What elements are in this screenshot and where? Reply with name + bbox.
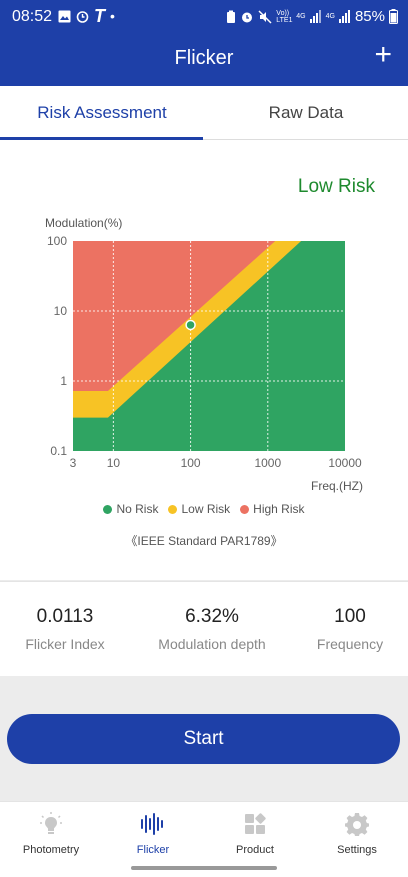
x-tick-label: 10000 [328, 456, 362, 470]
bottom-nav: Photometry Flicker Product [0, 801, 408, 877]
carrier-t-icon: T [94, 6, 105, 26]
y-tick-label: 1 [60, 374, 67, 388]
signal-icon-1 [309, 10, 321, 23]
nav-label-photometry: Photometry [22, 844, 80, 856]
status-time: 08:52 [12, 8, 53, 25]
nav-label-settings: Settings [337, 844, 377, 856]
legend-item-low-risk: Low Risk [168, 502, 230, 516]
nav-item-photometry[interactable]: Photometry [0, 810, 102, 856]
status-right-icons: Vo)) LTE1 4G 4G 85% [226, 8, 398, 25]
nav-label-flicker: Flicker [136, 844, 170, 856]
page-title: Flicker [174, 47, 234, 69]
frequency-label: Frequency [316, 636, 384, 652]
flicker-index-label: Flicker Index [25, 636, 105, 652]
flicker-risk-chart: Modulation(%) Freq.(HZ) 3 10 100 1000 10000 1… [45, 216, 363, 493]
nav-item-settings[interactable]: Settings [306, 810, 408, 856]
legend-item-no-risk: No Risk [103, 502, 158, 516]
y-axis-label: Modulation(%) [45, 216, 122, 230]
modulation-depth-label: Modulation depth [158, 636, 266, 652]
standard-reference: 《IEEE Standard PAR1789》 [125, 534, 283, 548]
tab-raw-data[interactable]: Raw Data [268, 103, 344, 122]
home-indicator [131, 866, 277, 870]
active-tab-indicator [0, 137, 203, 140]
battery-percent: 85% [354, 8, 385, 25]
tab-bar: Risk Assessment Raw Data [0, 86, 408, 140]
x-tick-label: 100 [181, 456, 201, 470]
status-bar: 08:52 T • Vo)) LTE1 4G 4G 85% [0, 0, 408, 34]
x-axis-label: Freq.(HZ) [311, 479, 363, 493]
dot-icon: • [110, 8, 115, 24]
bulb-icon [40, 812, 62, 834]
flicker-index-value: 0.0113 [36, 606, 94, 627]
gallery-icon [58, 10, 71, 22]
waveform-icon [141, 813, 163, 835]
tab-risk-assessment[interactable]: Risk Assessment [37, 103, 167, 122]
risk-level-label: Low Risk [297, 176, 375, 197]
legend-label-no-risk: No Risk [116, 502, 159, 516]
alarm-clock-icon [76, 10, 89, 23]
stat-modulation-depth: 6.32% Modulation depth [142, 606, 282, 652]
signal-icon-2 [338, 10, 350, 23]
legend-dot-low-risk [168, 504, 178, 514]
add-button[interactable]: + [374, 38, 392, 71]
x-tick-label: 3 [70, 456, 77, 470]
battery-icon [389, 9, 398, 24]
mute-icon [258, 9, 272, 24]
battery-saver-icon [227, 10, 236, 23]
region-no-risk [73, 241, 345, 451]
nav-item-flicker[interactable]: Flicker [102, 810, 204, 856]
nav-item-product[interactable]: Product [204, 810, 306, 856]
grid-icon [245, 813, 266, 834]
start-button[interactable]: Start [7, 714, 400, 764]
stat-flicker-index: 0.0113 Flicker Index [0, 606, 130, 652]
status-left-icons: T • [58, 6, 115, 26]
network-type-1: 4G [296, 13, 306, 20]
y-tick-label: 0.1 [50, 444, 67, 458]
alarm-icon [242, 12, 253, 22]
volte-indicator: Vo)) LTE1 [276, 9, 293, 24]
legend-dot-no-risk [103, 504, 113, 514]
measurement-point [185, 319, 196, 331]
gear-icon [345, 813, 369, 836]
measurement-stats: 0.0113 Flicker Index 6.32% Modulation de… [0, 581, 408, 676]
modulation-depth-value: 6.32% [185, 606, 239, 627]
legend-label-low-risk: Low Risk [181, 502, 231, 516]
app-bar: Flicker + [0, 34, 408, 86]
stat-frequency: 100 Frequency [300, 606, 400, 652]
y-tick-label: 10 [54, 304, 68, 318]
x-tick-label: 1000 [254, 456, 281, 470]
frequency-value: 100 [334, 606, 366, 627]
y-tick-label: 100 [47, 234, 67, 248]
x-tick-label: 10 [107, 456, 121, 470]
chart-legend: No Risk Low Risk High Risk [0, 502, 408, 516]
risk-card: Low Risk Modulation(%) Freq.(HZ) 3 10 100 1… [0, 140, 408, 580]
legend-item-high-risk: High Risk [240, 502, 305, 516]
legend-label-high-risk: High Risk [253, 502, 305, 516]
nav-label-product: Product [236, 844, 274, 856]
legend-dot-high-risk [240, 504, 250, 514]
network-type-2: 4G [325, 13, 335, 20]
